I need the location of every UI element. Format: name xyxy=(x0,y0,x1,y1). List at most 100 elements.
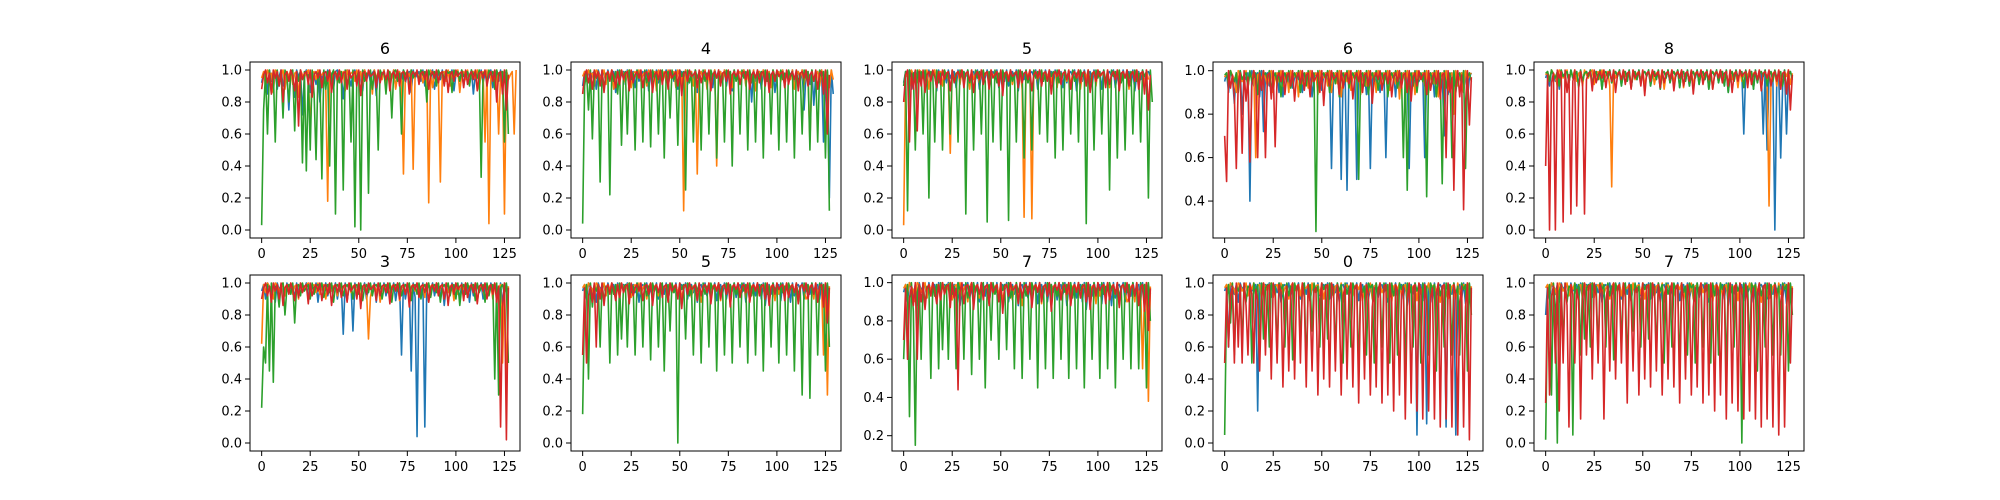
x-tick-label: 75 xyxy=(720,460,737,475)
x-tick-label: 125 xyxy=(492,460,517,475)
y-tick-label: 0.6 xyxy=(1184,151,1205,166)
x-tick-label: 125 xyxy=(813,247,838,262)
x-tick-label: 50 xyxy=(1314,460,1331,475)
y-tick-label: 0.8 xyxy=(863,314,884,329)
y-tick-label: 0.6 xyxy=(1505,341,1526,356)
subplot-title: 5 xyxy=(701,252,711,271)
x-tick-label: 125 xyxy=(1776,247,1801,262)
axes-frame xyxy=(1533,274,1805,452)
series-line-3 xyxy=(902,69,1152,143)
x-tick-label: 0 xyxy=(258,247,266,262)
x-tick-label: 25 xyxy=(1586,247,1603,262)
subplot-title: 6 xyxy=(1343,39,1353,58)
x-tick-label: 50 xyxy=(1314,247,1331,262)
x-tick-label: 0 xyxy=(579,460,587,475)
series-group xyxy=(1544,282,1794,444)
x-tick-label: 0 xyxy=(1542,247,1550,262)
y-tick-label: 0.6 xyxy=(221,341,242,356)
series-line-2 xyxy=(581,69,831,224)
series-line-3 xyxy=(902,281,1152,391)
x-tick-label: 50 xyxy=(672,247,689,262)
series-group xyxy=(581,282,831,444)
y-tick-label: 0.8 xyxy=(1505,309,1526,324)
subplot-8: 0 0 25 50 75 100 125 0.0 0.2 0.4 0.6 0.8 1.0 xyxy=(1184,252,1484,475)
series-group xyxy=(1223,69,1473,233)
axes-frame xyxy=(249,61,521,239)
y-tick-label: 0.6 xyxy=(863,353,884,368)
y-tick-label: 1.0 xyxy=(1505,64,1526,79)
subplot-title: 8 xyxy=(1664,39,1674,58)
y-tick-label: 0.0 xyxy=(1184,437,1205,452)
x-tick-label: 75 xyxy=(399,460,416,475)
y-tick-label: 0.8 xyxy=(1505,96,1526,111)
x-tick-label: 100 xyxy=(764,247,789,262)
series-line-2 xyxy=(902,281,1152,447)
x-tick-label: 25 xyxy=(302,247,319,262)
series-group xyxy=(902,281,1152,447)
x-tick-label: 75 xyxy=(1041,460,1058,475)
y-tick-label: 0.8 xyxy=(542,309,563,324)
y-tick-label: 0.4 xyxy=(863,160,884,175)
x-tick-label: 25 xyxy=(623,460,640,475)
series-line-3 xyxy=(260,69,510,127)
y-tick-label: 0.2 xyxy=(1505,192,1526,207)
y-tick-label: 0.4 xyxy=(221,160,242,175)
series-group xyxy=(260,69,517,231)
x-tick-label: 25 xyxy=(944,460,961,475)
subplot-0: 6 0 25 50 75 100 125 0.0 0.2 0.4 0.6 0.8 1.0 xyxy=(221,39,521,262)
x-tick-label: 75 xyxy=(1041,247,1058,262)
y-tick-label: 0.2 xyxy=(542,405,563,420)
axes-frame xyxy=(1212,274,1484,452)
subplot-3: 6 0 25 50 75 100 125 0.4 0.6 0.8 1.0 xyxy=(1184,39,1484,262)
y-tick-label: 0.6 xyxy=(1505,128,1526,143)
y-tick-label: 0.8 xyxy=(1184,108,1205,123)
x-tick-label: 100 xyxy=(443,247,468,262)
x-tick-label: 100 xyxy=(443,460,468,475)
series-line-3 xyxy=(1223,282,1473,441)
x-tick-label: 0 xyxy=(900,460,908,475)
x-tick-label: 0 xyxy=(258,460,266,475)
y-tick-label: 0.0 xyxy=(1505,224,1526,239)
y-tick-label: 0.0 xyxy=(542,224,563,239)
x-tick-label: 125 xyxy=(1134,247,1159,262)
axes-frame xyxy=(891,61,1163,239)
y-tick-label: 0.0 xyxy=(221,224,242,239)
y-tick-label: 0.6 xyxy=(1184,341,1205,356)
y-tick-label: 0.2 xyxy=(863,429,884,444)
y-tick-label: 0.0 xyxy=(542,437,563,452)
y-tick-label: 1.0 xyxy=(1505,277,1526,292)
x-tick-label: 125 xyxy=(1455,247,1480,262)
y-tick-label: 1.0 xyxy=(542,64,563,79)
x-tick-label: 100 xyxy=(1727,460,1752,475)
x-tick-label: 25 xyxy=(1265,460,1282,475)
x-tick-label: 125 xyxy=(1776,460,1801,475)
x-tick-label: 75 xyxy=(399,247,416,262)
y-tick-label: 0.6 xyxy=(221,128,242,143)
x-tick-label: 100 xyxy=(1406,247,1431,262)
series-line-3 xyxy=(1544,282,1794,436)
x-tick-label: 125 xyxy=(492,247,517,262)
y-tick-label: 0.8 xyxy=(221,96,242,111)
x-tick-label: 50 xyxy=(993,247,1010,262)
series-group xyxy=(902,69,1154,226)
x-tick-label: 100 xyxy=(764,460,789,475)
axes-frame xyxy=(570,61,842,239)
x-tick-label: 75 xyxy=(1362,247,1379,262)
x-tick-label: 100 xyxy=(1406,460,1431,475)
x-tick-label: 25 xyxy=(623,247,640,262)
y-tick-label: 0.4 xyxy=(1505,160,1526,175)
subplot-5: 3 0 25 50 75 100 125 0.0 0.2 0.4 0.6 0.8 1.0 xyxy=(221,252,521,475)
y-tick-label: 0.4 xyxy=(1505,373,1526,388)
y-tick-label: 1.0 xyxy=(221,277,242,292)
y-tick-label: 0.4 xyxy=(863,391,884,406)
y-tick-label: 0.4 xyxy=(542,373,563,388)
y-tick-label: 0.4 xyxy=(542,160,563,175)
series-line-3 xyxy=(1544,69,1794,231)
series-line-1 xyxy=(260,282,510,388)
x-tick-label: 75 xyxy=(1683,247,1700,262)
subplot-title: 5 xyxy=(1022,39,1032,58)
subplot-title: 0 xyxy=(1343,252,1353,271)
y-tick-label: 0.8 xyxy=(542,96,563,111)
x-tick-label: 50 xyxy=(1635,460,1652,475)
